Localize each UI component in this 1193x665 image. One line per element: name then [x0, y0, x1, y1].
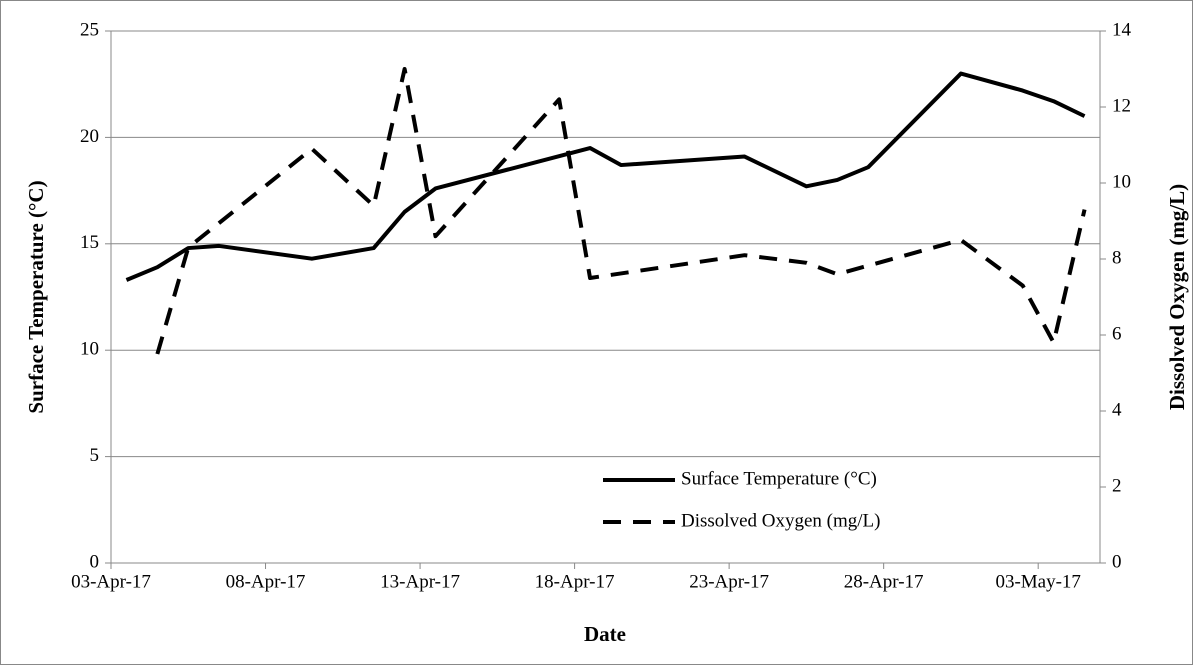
- y2-tick-label: 2: [1112, 475, 1122, 496]
- y2-tick-label: 10: [1112, 171, 1131, 192]
- y2-axis-title: Dissolved Oxygen (mg/L): [1165, 184, 1189, 410]
- x-axis-title: Date: [584, 622, 626, 646]
- y-axis-title: Surface Temperature (°C): [24, 180, 48, 413]
- y2-tick-label: 4: [1112, 399, 1122, 420]
- y2-tick-label: 12: [1112, 95, 1131, 116]
- y2-tick-label: 8: [1112, 247, 1122, 268]
- x-tick-label: 03-Apr-17: [71, 571, 151, 592]
- y2-tick-label: 14: [1112, 19, 1132, 40]
- y-tick-label: 10: [80, 339, 99, 360]
- y-tick-label: 20: [80, 126, 99, 147]
- y2-tick-label: 0: [1112, 551, 1122, 572]
- y-tick-label: 15: [80, 232, 99, 253]
- series-line: [155, 67, 1087, 355]
- legend-label: Surface Temperature (°C): [681, 468, 877, 489]
- y2-tick-label: 6: [1112, 323, 1122, 344]
- series-line: [125, 71, 1086, 282]
- x-tick-label: 18-Apr-17: [535, 571, 615, 592]
- y-tick-label: 0: [90, 551, 100, 572]
- y-tick-label: 25: [80, 19, 99, 40]
- x-tick-label: 23-Apr-17: [689, 571, 769, 592]
- x-tick-label: 13-Apr-17: [380, 571, 460, 592]
- y-tick-label: 5: [90, 445, 100, 466]
- x-tick-label: 08-Apr-17: [226, 571, 306, 592]
- legend-label: Dissolved Oxygen (mg/L): [681, 510, 880, 531]
- x-tick-label: 28-Apr-17: [844, 571, 924, 592]
- x-tick-label: 03-May-17: [995, 571, 1080, 592]
